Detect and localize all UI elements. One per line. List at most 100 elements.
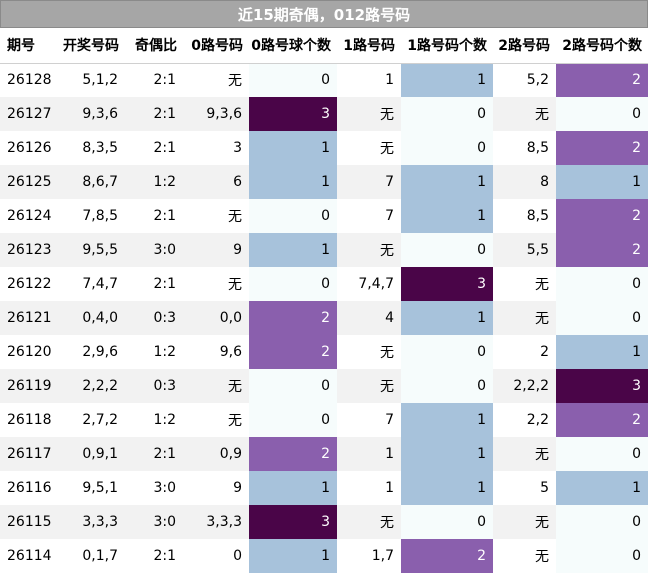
route0-numbers-cell: 9 (183, 233, 249, 267)
route1-count-cell: 0 (401, 233, 493, 267)
odd-even-ratio-cell: 0:3 (125, 301, 183, 335)
table-row: 26123 9,5,5 3:0 9 1 无 0 5,5 2 (0, 233, 648, 267)
draw-numbers-cell: 7,8,5 (56, 199, 125, 233)
route1-numbers-cell: 7 (337, 199, 401, 233)
route1-numbers-cell: 无 (337, 233, 401, 267)
route1-numbers-cell: 无 (337, 369, 401, 403)
period-cell: 26114 (0, 539, 56, 573)
period-cell: 26118 (0, 403, 56, 437)
route1-numbers-cell: 7 (337, 403, 401, 437)
route1-count-cell: 1 (401, 437, 493, 471)
route0-count-cell: 1 (249, 471, 337, 505)
route1-numbers-cell: 1 (337, 471, 401, 505)
route1-count-cell: 1 (401, 165, 493, 199)
route2-count-cell: 0 (556, 505, 648, 539)
header-route1-count: 1路号码个数 (401, 28, 493, 64)
period-cell: 26122 (0, 267, 56, 301)
route0-numbers-cell: 6 (183, 165, 249, 199)
period-cell: 26124 (0, 199, 56, 233)
route2-count-cell: 0 (556, 97, 648, 131)
route2-numbers-cell: 无 (493, 301, 556, 335)
route1-count-cell: 0 (401, 335, 493, 369)
odd-even-ratio-cell: 2:1 (125, 131, 183, 165)
header-route1-numbers: 1路号码 (337, 28, 401, 64)
table-row: 26124 7,8,5 2:1 无 0 7 1 8,5 2 (0, 199, 648, 233)
route1-count-cell: 0 (401, 369, 493, 403)
lottery-table: 期号 开奖号码 奇偶比 0路号码 0路号球个数 1路号码 1路号码个数 2路号码… (0, 28, 648, 573)
route0-count-cell: 2 (249, 437, 337, 471)
period-cell: 26125 (0, 165, 56, 199)
table-row: 26117 0,9,1 2:1 0,9 2 1 1 无 0 (0, 437, 648, 471)
route0-numbers-cell: 9,6 (183, 335, 249, 369)
route0-numbers-cell: 9,3,6 (183, 97, 249, 131)
route2-numbers-cell: 无 (493, 437, 556, 471)
route1-numbers-cell: 无 (337, 335, 401, 369)
route1-count-cell: 1 (401, 471, 493, 505)
route0-numbers-cell: 无 (183, 267, 249, 301)
route0-numbers-cell: 3 (183, 131, 249, 165)
route1-numbers-cell: 无 (337, 97, 401, 131)
draw-numbers-cell: 9,5,5 (56, 233, 125, 267)
route0-numbers-cell: 0,0 (183, 301, 249, 335)
period-cell: 26126 (0, 131, 56, 165)
route1-count-cell: 0 (401, 97, 493, 131)
route2-count-cell: 2 (556, 131, 648, 165)
odd-even-ratio-cell: 2:1 (125, 539, 183, 573)
route1-numbers-cell: 7 (337, 165, 401, 199)
period-cell: 26115 (0, 505, 56, 539)
table-row: 26119 2,2,2 0:3 无 0 无 0 2,2,2 3 (0, 369, 648, 403)
draw-numbers-cell: 0,9,1 (56, 437, 125, 471)
route1-count-cell: 1 (401, 301, 493, 335)
odd-even-ratio-cell: 3:0 (125, 505, 183, 539)
route2-numbers-cell: 2 (493, 335, 556, 369)
route2-count-cell: 2 (556, 233, 648, 267)
odd-even-ratio-cell: 1:2 (125, 165, 183, 199)
route1-numbers-cell: 1 (337, 63, 401, 97)
table-row: 26114 0,1,7 2:1 0 1 1,7 2 无 0 (0, 539, 648, 573)
route0-numbers-cell: 9 (183, 471, 249, 505)
header-route2-numbers: 2路号码 (493, 28, 556, 64)
route2-numbers-cell: 无 (493, 539, 556, 573)
draw-numbers-cell: 9,5,1 (56, 471, 125, 505)
route2-count-cell: 1 (556, 471, 648, 505)
period-cell: 26127 (0, 97, 56, 131)
route0-count-cell: 3 (249, 97, 337, 131)
route2-numbers-cell: 无 (493, 505, 556, 539)
draw-numbers-cell: 2,2,2 (56, 369, 125, 403)
route1-count-cell: 0 (401, 505, 493, 539)
route2-count-cell: 2 (556, 63, 648, 97)
table-row: 26121 0,4,0 0:3 0,0 2 4 1 无 0 (0, 301, 648, 335)
route0-numbers-cell: 3,3,3 (183, 505, 249, 539)
route2-numbers-cell: 5,5 (493, 233, 556, 267)
table-row: 26127 9,3,6 2:1 9,3,6 3 无 0 无 0 (0, 97, 648, 131)
route1-count-cell: 1 (401, 403, 493, 437)
route2-count-cell: 2 (556, 199, 648, 233)
draw-numbers-cell: 2,9,6 (56, 335, 125, 369)
route2-numbers-cell: 8,5 (493, 131, 556, 165)
route0-count-cell: 0 (249, 199, 337, 233)
draw-numbers-cell: 0,4,0 (56, 301, 125, 335)
odd-even-ratio-cell: 2:1 (125, 97, 183, 131)
route1-count-cell: 1 (401, 63, 493, 97)
route2-numbers-cell: 2,2,2 (493, 369, 556, 403)
odd-even-ratio-cell: 2:1 (125, 267, 183, 301)
route2-count-cell: 2 (556, 403, 648, 437)
period-cell: 26117 (0, 437, 56, 471)
table-row: 26118 2,7,2 1:2 无 0 7 1 2,2 2 (0, 403, 648, 437)
route0-count-cell: 1 (249, 539, 337, 573)
route2-count-cell: 0 (556, 539, 648, 573)
table-row: 26125 8,6,7 1:2 6 1 7 1 8 1 (0, 165, 648, 199)
route2-numbers-cell: 8,5 (493, 199, 556, 233)
route1-count-cell: 1 (401, 199, 493, 233)
header-row: 期号 开奖号码 奇偶比 0路号码 0路号球个数 1路号码 1路号码个数 2路号码… (0, 28, 648, 64)
route0-numbers-cell: 无 (183, 369, 249, 403)
table-row: 26120 2,9,6 1:2 9,6 2 无 0 2 1 (0, 335, 648, 369)
route0-numbers-cell: 无 (183, 403, 249, 437)
route2-count-cell: 0 (556, 301, 648, 335)
draw-numbers-cell: 8,6,7 (56, 165, 125, 199)
draw-numbers-cell: 7,4,7 (56, 267, 125, 301)
table-row: 26115 3,3,3 3:0 3,3,3 3 无 0 无 0 (0, 505, 648, 539)
route1-numbers-cell: 无 (337, 131, 401, 165)
route1-count-cell: 3 (401, 267, 493, 301)
header-odd-even-ratio: 奇偶比 (125, 28, 183, 64)
